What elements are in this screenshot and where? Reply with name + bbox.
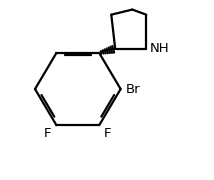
Text: NH: NH bbox=[150, 42, 169, 55]
Text: F: F bbox=[44, 127, 52, 140]
Text: Br: Br bbox=[125, 83, 140, 96]
Text: F: F bbox=[104, 127, 111, 140]
